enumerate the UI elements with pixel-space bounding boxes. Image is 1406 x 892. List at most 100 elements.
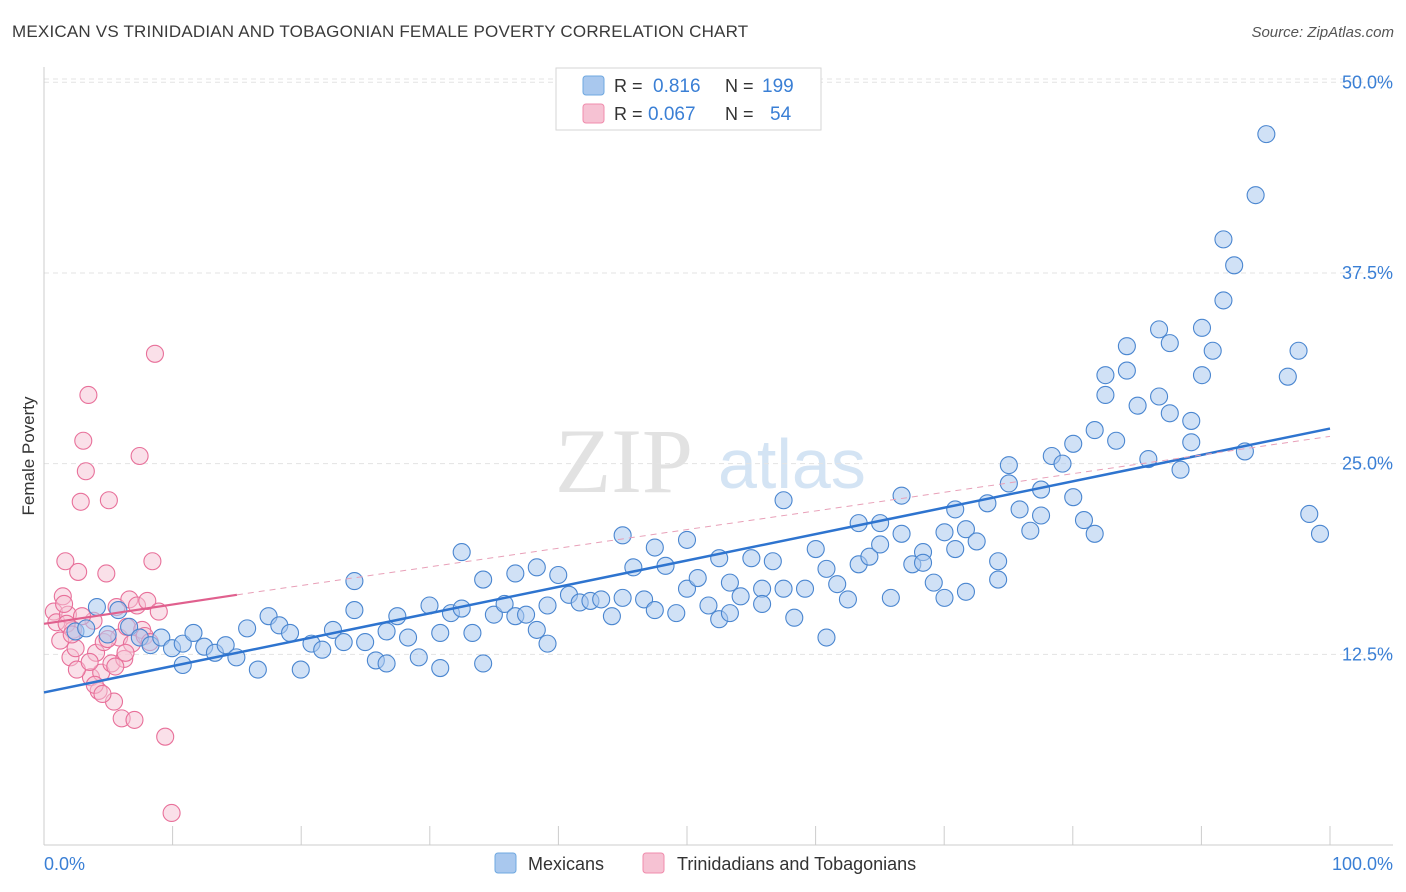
trinidadian-point-50 [93,684,112,704]
mexican-point-17 [238,619,257,638]
mexican-point-143 [1214,230,1233,249]
mexican-point-147 [1257,125,1276,144]
mexican-point-12 [184,623,203,643]
trend-lines [43,427,1331,694]
mexican-point-54 [549,565,568,585]
mexican-point-146 [1246,186,1265,205]
mexican-point-83 [785,608,804,627]
bottom-legend-label-trinidadians: Trinidadians and Tobagonians [677,854,916,874]
x-tick-label-min: 0.0% [44,854,85,874]
mexican-point-8 [152,628,171,647]
mexican-point-68 [677,579,697,598]
mexican-point-48 [506,564,525,583]
bottom-legend-swatch-trinidadians [642,852,665,874]
mexican-point-75 [720,604,739,623]
trinidadian-point-39 [145,344,165,363]
mexican-point-51 [527,558,546,577]
mexican-point-64 [645,538,664,557]
mexican-point-140 [1192,318,1212,337]
mexican-point-82 [774,491,793,510]
trinidadian-point-41 [156,727,175,746]
mexican-point-80 [763,552,782,571]
mexican-point-21 [280,623,300,643]
trinidadian-point-31 [125,710,144,729]
mexican-point-31 [377,654,396,673]
legend-r-label-2: R = [614,104,643,124]
mexican-point-148 [1278,367,1297,386]
mexican-point-63 [635,590,654,609]
mexican-point-123 [1085,421,1104,440]
mexican-point-114 [1010,500,1029,519]
mexican-point-111 [989,570,1008,589]
mexican-point-110 [989,552,1008,571]
trinidadian-point-53 [116,643,135,662]
mexican-point-138 [1182,411,1201,430]
mexican-point-106 [956,520,975,539]
mexican-point-87 [817,559,836,578]
mexican-point-10 [173,634,192,653]
trinidadian-point-48 [80,652,99,671]
trinidadian-point-20 [97,564,116,583]
mexican-point-134 [1160,334,1179,353]
mexican-point-44 [474,654,493,673]
mexican-point-4 [98,625,117,644]
mexican-point-141 [1203,341,1222,360]
mexican-point-119 [1053,454,1072,473]
mexican-point-38 [431,623,450,643]
mexican-point-96 [892,524,911,543]
mexican-point-150 [1300,504,1319,524]
mexican-point-115 [1021,521,1040,540]
mexican-point-34 [399,628,418,647]
mexican-point-107 [956,582,975,601]
mexican-point-18 [248,660,267,679]
mexican-point-61 [613,588,632,607]
trinidadian-point-4 [56,552,75,571]
gridlines [44,78,1393,655]
mexican-point-27 [345,601,364,620]
mexican-point-71 [699,596,718,615]
trinidadian-trend-extension [236,435,1331,596]
mexican-point-122 [1074,511,1094,530]
chart-title: MEXICAN VS TRINIDADIAN AND TOBAGONIAN FE… [12,22,749,41]
mexican-point-144 [1225,256,1244,275]
mexican-point-95 [881,588,900,607]
trinidadian-point-11 [74,431,93,450]
mexican-point-15 [216,636,235,655]
trinidadian-point-42 [162,803,181,823]
mexican-point-79 [753,594,772,614]
mexican-point-151 [1310,524,1330,543]
trinidadian-point-9 [69,562,88,581]
mexican-point-132 [1150,320,1169,339]
mexican-point-137 [1182,433,1201,452]
watermark-zip: ZIP [555,410,693,512]
mexican-point-108 [967,532,986,551]
mexican-point-58 [592,590,611,609]
trinidadian-points [44,344,181,823]
mexican-point-74 [720,573,739,592]
mexican-point-35 [409,648,428,667]
mexican-point-77 [742,549,761,568]
legend-n-label-1: N = [725,76,754,96]
mexican-point-112 [999,474,1018,493]
source-label: Source: ZipAtlas.com [1251,24,1394,41]
trinidadian-point-38 [143,552,162,571]
mexican-point-97 [892,486,911,505]
mexican-point-84 [795,579,815,598]
series-legend: Mexicans Trinidadians and Tobagonians [494,852,916,874]
mexican-point-22 [291,660,310,679]
mexican-point-52 [538,596,557,615]
y-axis-title: Female Poverty [19,396,38,516]
mexican-point-28 [345,572,364,591]
y-tick-labels: 12.5% 25.0% 37.5% 50.0% [1342,72,1393,664]
mexican-point-129 [1117,361,1136,380]
legend-n-value-1: 199 [762,76,794,97]
legend-n-label-2: N = [725,104,754,124]
mexican-point-100 [913,553,933,572]
mexican-point-67 [667,604,686,623]
y-tick-label-0: 12.5% [1342,644,1393,664]
trinidadian-point-33 [130,446,149,466]
mexican-point-124 [1085,524,1104,543]
mexican-point-125 [1096,385,1115,405]
mexican-point-135 [1160,404,1179,423]
mexican-point-0 [87,597,106,617]
